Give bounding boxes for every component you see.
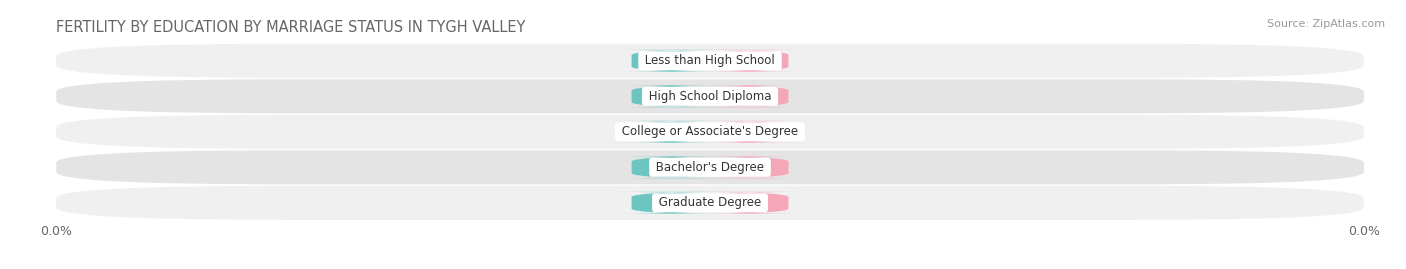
Text: FERTILITY BY EDUCATION BY MARRIAGE STATUS IN TYGH VALLEY: FERTILITY BY EDUCATION BY MARRIAGE STATU…: [56, 20, 526, 35]
Text: College or Associate's Degree: College or Associate's Degree: [619, 125, 801, 138]
Text: 0.0%: 0.0%: [734, 162, 765, 172]
Text: High School Diploma: High School Diploma: [645, 90, 775, 103]
Text: Source: ZipAtlas.com: Source: ZipAtlas.com: [1267, 19, 1385, 29]
FancyBboxPatch shape: [612, 192, 730, 214]
FancyBboxPatch shape: [56, 44, 1364, 78]
Text: 0.0%: 0.0%: [655, 198, 686, 208]
FancyBboxPatch shape: [690, 85, 808, 107]
FancyBboxPatch shape: [690, 192, 808, 214]
Text: Graduate Degree: Graduate Degree: [655, 196, 765, 209]
FancyBboxPatch shape: [56, 79, 1364, 113]
Text: Less than High School: Less than High School: [641, 54, 779, 67]
FancyBboxPatch shape: [56, 150, 1364, 184]
Text: 0.0%: 0.0%: [655, 127, 686, 137]
FancyBboxPatch shape: [690, 121, 808, 143]
FancyBboxPatch shape: [56, 186, 1364, 220]
FancyBboxPatch shape: [690, 156, 808, 178]
FancyBboxPatch shape: [612, 85, 730, 107]
FancyBboxPatch shape: [612, 50, 730, 72]
Text: 0.0%: 0.0%: [734, 127, 765, 137]
Text: Bachelor's Degree: Bachelor's Degree: [652, 161, 768, 174]
Text: 0.0%: 0.0%: [734, 198, 765, 208]
Text: 0.0%: 0.0%: [734, 56, 765, 66]
FancyBboxPatch shape: [612, 156, 730, 178]
FancyBboxPatch shape: [56, 115, 1364, 149]
Text: 0.0%: 0.0%: [734, 91, 765, 101]
FancyBboxPatch shape: [690, 50, 808, 72]
Text: 0.0%: 0.0%: [655, 162, 686, 172]
Text: 0.0%: 0.0%: [655, 56, 686, 66]
Text: 0.0%: 0.0%: [655, 91, 686, 101]
FancyBboxPatch shape: [612, 121, 730, 143]
